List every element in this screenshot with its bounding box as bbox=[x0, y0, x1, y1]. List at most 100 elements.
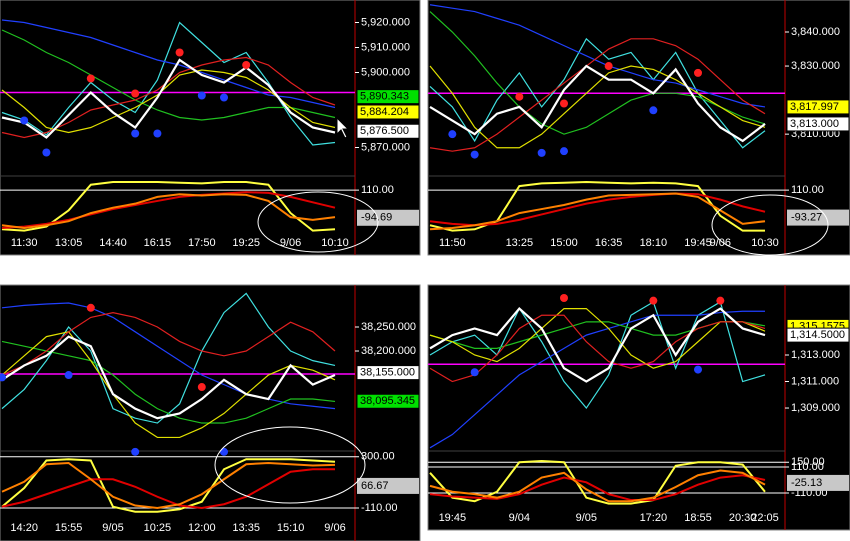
price-label: 5,890.343 bbox=[360, 91, 409, 103]
x-tick-label: 18:10 bbox=[640, 237, 668, 249]
x-tick-label: 13:35 bbox=[232, 522, 260, 534]
y-tick-label: 300.00 bbox=[361, 451, 395, 463]
lower-pane bbox=[429, 460, 766, 505]
price-label: 5,884.204 bbox=[360, 106, 409, 118]
x-tick-label: 14:40 bbox=[99, 237, 127, 249]
price-line bbox=[1, 58, 336, 139]
price-line bbox=[429, 4, 766, 108]
value-label: -94.69 bbox=[361, 212, 392, 224]
x-tick-label: 9/05 bbox=[576, 512, 597, 524]
signal-dot bbox=[197, 383, 206, 392]
signal-dot bbox=[515, 92, 524, 101]
price-line bbox=[429, 310, 765, 449]
value-label-box bbox=[787, 474, 849, 491]
signal-dot bbox=[153, 129, 162, 138]
price-line bbox=[1, 302, 336, 410]
x-tick-label: 11:50 bbox=[439, 237, 466, 249]
x-tick-label: 9/06 bbox=[280, 237, 301, 249]
price-label-box bbox=[356, 393, 420, 409]
value-label: -25.13 bbox=[791, 477, 822, 489]
y-tick-label: 5,910.000 bbox=[361, 41, 410, 53]
price-line bbox=[429, 307, 766, 369]
x-tick-label: 10:25 bbox=[144, 522, 172, 534]
chart-panel: 3,840.0003,830.0003,810.0003,817.9973,81… bbox=[427, 0, 850, 256]
value-label: 66.67 bbox=[361, 480, 389, 492]
x-tick-label: 9/05 bbox=[102, 522, 123, 534]
signal-dot bbox=[470, 150, 479, 159]
x-tick-label: 9/04 bbox=[509, 512, 530, 524]
signal-dot bbox=[197, 91, 206, 100]
price-label-box bbox=[356, 89, 420, 105]
oscillator-line bbox=[1, 461, 336, 510]
price-label: 5,876.500 bbox=[360, 125, 409, 137]
signal-dot bbox=[470, 368, 479, 377]
y-tick-label: 38,200.000 bbox=[361, 345, 416, 357]
x-tick-label: 20:30 bbox=[729, 512, 757, 524]
signal-dot bbox=[20, 116, 29, 125]
x-tick-label: 16:15 bbox=[144, 237, 172, 249]
signal-dot bbox=[560, 293, 568, 302]
signal-dot bbox=[649, 296, 658, 305]
price-line bbox=[1, 340, 336, 424]
oscillator-line bbox=[429, 192, 766, 227]
x-tick-label: 22:05 bbox=[751, 512, 779, 524]
y-tick-label: 150.00 bbox=[791, 456, 825, 468]
y-tick-label: 1,313.000 bbox=[791, 349, 840, 361]
annotation-ellipse bbox=[214, 426, 366, 504]
chart-panel: 38,250.000 38,200.000 38,155.000 38,095.345… bbox=[0, 284, 421, 541]
y-tick-label: 1,309.000 bbox=[791, 402, 840, 414]
signal-dot bbox=[42, 148, 51, 157]
value-label-box bbox=[357, 477, 419, 494]
price-line bbox=[1, 19, 336, 109]
price-line bbox=[429, 314, 766, 383]
x-tick-label: 11:30 bbox=[11, 237, 38, 249]
y-tick-label: -110.00 bbox=[361, 502, 398, 514]
signal-dot bbox=[175, 48, 184, 57]
oscillator-line bbox=[1, 458, 336, 513]
signal-dot bbox=[560, 147, 568, 156]
y-tick-label: 5,900.000 bbox=[361, 66, 410, 78]
signal-dot bbox=[649, 106, 658, 115]
main-pane bbox=[1, 19, 336, 157]
signal-dot bbox=[537, 148, 546, 157]
panel-background bbox=[427, 0, 850, 256]
x-tick-label: 17:50 bbox=[188, 237, 216, 249]
x-tick-label: 19:25 bbox=[232, 237, 260, 249]
x-tick-label: 9/06 bbox=[710, 237, 731, 249]
panel-background bbox=[427, 284, 850, 531]
price-line bbox=[429, 301, 766, 410]
x-tick-label: 19:45 bbox=[684, 237, 712, 249]
signal-dot bbox=[716, 296, 725, 305]
x-tick-label: 13:25 bbox=[506, 237, 534, 249]
signal-dot bbox=[220, 93, 228, 102]
price-label: 3,813.000 bbox=[790, 118, 839, 130]
price-label-box bbox=[786, 327, 850, 343]
price-label-box bbox=[786, 99, 850, 115]
y-tick-label: 110.00 bbox=[791, 184, 824, 196]
price-label: 38,095.345 bbox=[360, 395, 415, 407]
annotation-ellipse bbox=[711, 194, 829, 256]
main-pane bbox=[0, 292, 336, 456]
signal-dot bbox=[448, 130, 457, 139]
signal-dot bbox=[604, 62, 613, 71]
signal-dot bbox=[560, 99, 568, 108]
y-tick-label: 110.00 bbox=[791, 461, 824, 473]
signal-dot bbox=[86, 303, 95, 312]
price-line bbox=[429, 307, 766, 383]
price-line bbox=[429, 65, 766, 149]
y-tick-label: 5,870.000 bbox=[361, 141, 410, 153]
signal-dot bbox=[0, 373, 6, 382]
y-tick-label: 110.00 bbox=[361, 184, 394, 196]
x-tick-label: 16:35 bbox=[595, 237, 623, 249]
lower-pane bbox=[1, 458, 336, 513]
main-pane bbox=[429, 293, 766, 449]
signal-dot bbox=[131, 447, 140, 456]
x-tick-label: 15:55 bbox=[55, 522, 83, 534]
price-label-box bbox=[356, 104, 420, 120]
panel-background bbox=[0, 284, 421, 541]
signal-dot bbox=[64, 371, 73, 380]
main-pane bbox=[429, 4, 766, 159]
oscillator-line bbox=[429, 474, 766, 502]
y-tick-label: 5,920.000 bbox=[361, 16, 410, 28]
